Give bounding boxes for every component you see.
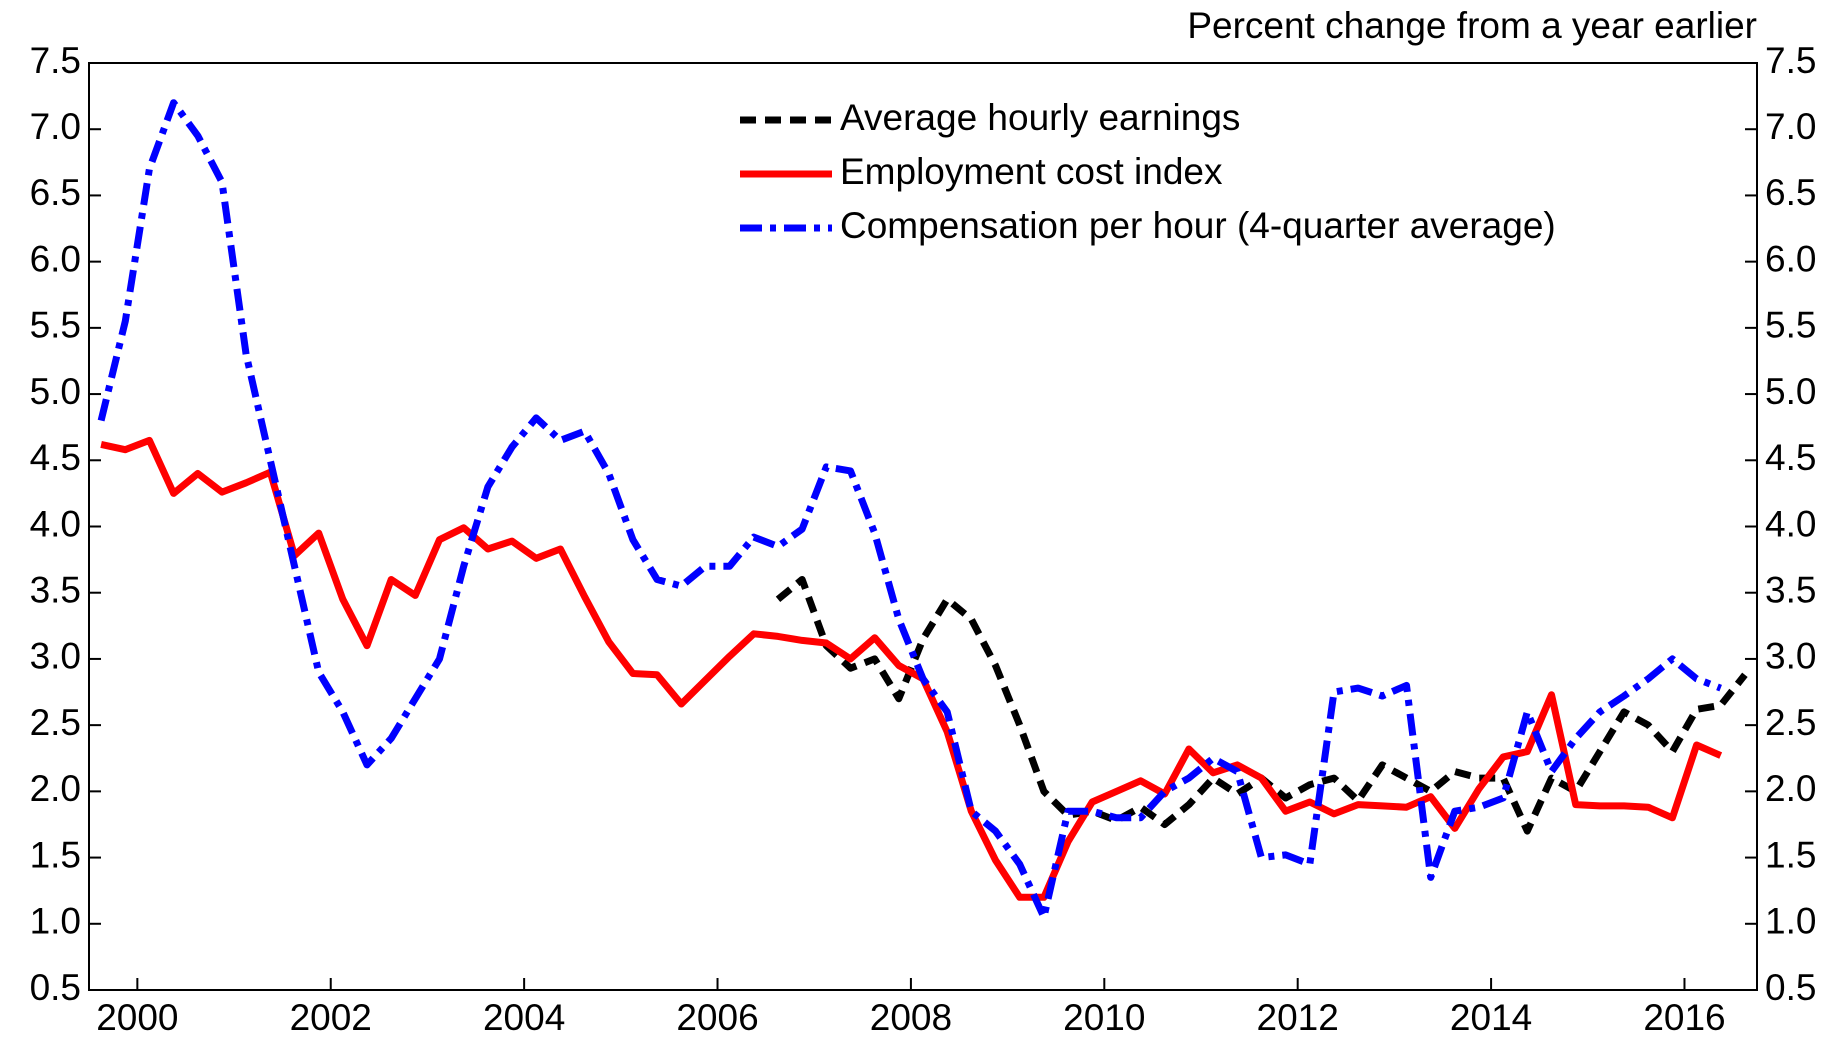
series-line: [100, 436, 1723, 901]
y2-tick-label: 5.0: [1765, 371, 1816, 412]
y-tick-label: 6.0: [30, 238, 81, 279]
y2-tick-label: 3.0: [1765, 636, 1816, 677]
y2-tick-label: 6.0: [1765, 238, 1816, 279]
x-tick-label: 2010: [1063, 997, 1145, 1038]
y-tick-label: 0.5: [30, 967, 81, 1008]
y2-tick-label: 5.5: [1765, 305, 1816, 346]
y2-tick-label: 1.5: [1765, 834, 1816, 875]
y2-tick-label: 2.0: [1765, 768, 1816, 809]
x-tick-label: 2002: [290, 997, 372, 1038]
plot-frame: [88, 62, 1758, 991]
y2-tick-label: 3.5: [1765, 569, 1816, 610]
y2-tick-label: 0.5: [1765, 967, 1816, 1008]
x-tick-label: 2012: [1257, 997, 1339, 1038]
legend-label: Average hourly earnings: [840, 97, 1240, 138]
legend-label: Compensation per hour (4-quarter average…: [840, 205, 1556, 246]
y-tick-label: 2.5: [30, 702, 81, 743]
y-tick-label: 1.5: [30, 834, 81, 875]
y-tick-label: 1.0: [30, 901, 81, 942]
x-tick-label: 2014: [1450, 997, 1532, 1038]
y2-tick-label: 1.0: [1765, 901, 1816, 942]
series-line: [97, 99, 1722, 921]
y-tick-label: 5.5: [30, 305, 81, 346]
y2-tick-label: 7.5: [1765, 40, 1816, 81]
y-tick-label: 4.0: [30, 503, 81, 544]
chart-subtitle: Percent change from a year earlier: [1187, 5, 1757, 46]
y2-tick-label: 7.0: [1765, 106, 1816, 147]
y2-tick-label: 2.5: [1765, 702, 1816, 743]
x-tick-label: 2000: [96, 997, 178, 1038]
y-tick-label: 4.5: [30, 437, 81, 478]
legend-label: Employment cost index: [840, 151, 1223, 192]
x-tick-label: 2008: [870, 997, 952, 1038]
y-tick-label: 3.5: [30, 569, 81, 610]
y-tick-label: 5.0: [30, 371, 81, 412]
y-tick-label: 3.0: [30, 636, 81, 677]
x-tick-label: 2006: [676, 997, 758, 1038]
y-tick-label: 7.5: [30, 40, 81, 81]
x-tick-label: 2016: [1643, 997, 1725, 1038]
y2-tick-label: 4.5: [1765, 437, 1816, 478]
series-line: [775, 576, 1748, 835]
y-tick-label: 7.0: [30, 106, 81, 147]
x-tick-label: 2004: [483, 997, 565, 1038]
y-tick-label: 6.5: [30, 172, 81, 213]
y2-tick-label: 4.0: [1765, 503, 1816, 544]
y-tick-label: 2.0: [30, 768, 81, 809]
y2-tick-label: 6.5: [1765, 172, 1816, 213]
